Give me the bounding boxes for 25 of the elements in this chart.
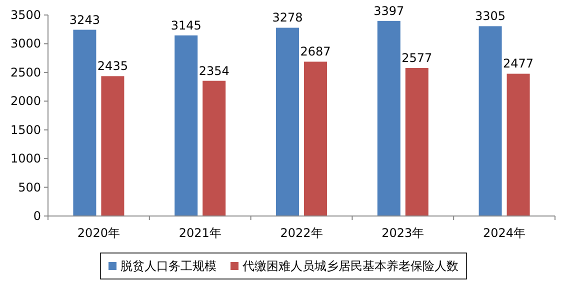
x-tick-label: 2022年 (280, 226, 323, 240)
legend-label: 代缴困难人员城乡居民基本养老保险人数 (242, 259, 458, 273)
legend-label: 脱贫人口务工规模 (120, 259, 216, 273)
data-label: 3243 (69, 12, 100, 27)
y-tick-label: 500 (18, 180, 41, 194)
data-label: 2354 (198, 64, 230, 78)
x-tick-label: 2021年 (178, 226, 222, 240)
data-label: 2477 (503, 56, 534, 71)
data-label: 3145 (170, 18, 202, 32)
y-tick-label: 1000 (10, 152, 41, 166)
x-tick-label: 2024年 (483, 226, 526, 240)
data-label: 3397 (374, 4, 404, 18)
y-tick-label: 3500 (10, 8, 41, 22)
y-tick-label: 1500 (10, 122, 41, 137)
data-label: 2577 (402, 51, 432, 66)
x-tick-label: 2020年 (77, 226, 120, 240)
data-label: 3305 (475, 9, 506, 24)
y-tick-label: 2000 (10, 94, 41, 108)
y-tick-label: 0 (33, 209, 41, 223)
x-tick-label: 2023年 (382, 226, 424, 240)
data-label: 3278 (272, 10, 303, 25)
y-tick-label: 3000 (10, 36, 41, 51)
data-label: 2435 (97, 59, 128, 74)
y-tick-label: 2500 (10, 65, 41, 80)
data-label: 2687 (300, 44, 331, 59)
